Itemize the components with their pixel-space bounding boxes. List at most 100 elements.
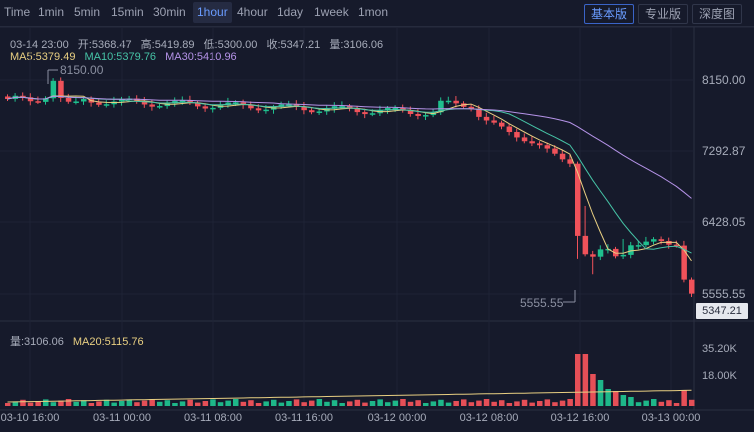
basic-mode-button[interactable]: 基本版 (584, 4, 635, 24)
volume-bar (240, 401, 247, 406)
volume-bar (271, 399, 277, 406)
price-axis-label: 6428.05 (702, 215, 746, 229)
volume-bar (369, 401, 376, 406)
volume-bar (506, 403, 513, 406)
ma30-legend: MA30:5410.96 (165, 51, 237, 63)
candle (172, 97, 178, 107)
candle (331, 102, 338, 113)
candle (514, 128, 520, 142)
ma30-line (7, 95, 692, 199)
volume-bar (81, 400, 87, 406)
candle (658, 236, 665, 245)
volume-bar (605, 389, 611, 406)
candle-info: 03-14 23:00 开:5368.47 高:5419.89 低:5300.0… (10, 36, 389, 52)
candle (5, 94, 11, 102)
volume-bar (65, 399, 72, 406)
candle (628, 241, 634, 259)
candle (521, 133, 528, 144)
candle (141, 96, 148, 108)
volume-bar (582, 354, 589, 406)
pro-mode-button[interactable]: 专业版 (638, 4, 689, 24)
candle-close: 收:5347.21 (266, 39, 321, 51)
interval-1hour[interactable]: 1hour (193, 2, 232, 23)
interval-1min[interactable]: 1min (38, 5, 65, 19)
interval-1week[interactable]: 1week (314, 5, 349, 19)
candle-open: 开:5368.47 (77, 39, 132, 51)
candle (43, 96, 49, 105)
volume-bar (149, 399, 155, 406)
volume-bar (293, 399, 300, 406)
volume-bar (331, 400, 338, 406)
interval-30min[interactable]: 30min (153, 5, 186, 19)
candle (567, 154, 573, 168)
candle (582, 205, 589, 257)
candle (681, 240, 687, 283)
volume-bar (35, 401, 41, 406)
interval-time[interactable]: Time (4, 5, 31, 19)
candle-date: 03-14 23:00 (10, 39, 69, 51)
candle (400, 104, 406, 113)
volume-bar (111, 402, 117, 406)
depth-chart-button[interactable]: 深度图 (692, 4, 743, 24)
interval-5min[interactable]: 5min (74, 5, 101, 19)
volume-bar (635, 402, 642, 406)
candle (506, 123, 513, 136)
volume-bar (263, 401, 269, 406)
volume-bar (643, 400, 649, 406)
volume-bar (499, 400, 505, 406)
ma10-legend: MA10:5379.76 (84, 51, 157, 63)
volume-bar (438, 399, 444, 406)
volume-bar (590, 374, 596, 406)
candle (499, 120, 505, 130)
candle (58, 77, 64, 102)
volume-bar (392, 400, 399, 406)
price-axis-label: 5555.55 (702, 287, 746, 301)
volume-bar (377, 399, 383, 406)
volume-bar (597, 380, 604, 406)
volume-bar (278, 402, 285, 406)
volume-bar (316, 399, 323, 406)
volume-bar (529, 402, 535, 406)
toolbar: Time 1min 5min 15min 30min 1hour 4hour 1… (0, 0, 754, 27)
price-axis-label: 8150.00 (702, 73, 746, 87)
volume-bar (567, 399, 573, 406)
volume-bar (354, 399, 361, 406)
volume-bar (27, 402, 34, 406)
time-axis-label: 03-11 16:00 (275, 412, 333, 424)
volume-bar (514, 401, 520, 406)
volume-bar (658, 401, 665, 406)
volume-bar (286, 401, 292, 406)
volume-bar (119, 401, 125, 406)
candle (597, 245, 604, 261)
current-price-tag: 5347.21 (696, 303, 748, 319)
volume-bar (461, 399, 467, 406)
volume-bar (400, 399, 406, 406)
volume-bar (164, 400, 171, 406)
volume-bar (537, 401, 543, 406)
volume-bar (689, 399, 695, 406)
volume-bar (491, 401, 497, 406)
volume-bar (58, 400, 64, 406)
candle (316, 108, 323, 115)
volume-bar (407, 401, 414, 406)
interval-15min[interactable]: 15min (111, 5, 144, 19)
candle (65, 93, 72, 104)
volume-bar (103, 399, 110, 406)
volume-bar (309, 400, 315, 406)
volume-bar (521, 399, 528, 406)
candle (635, 241, 642, 250)
interval-1day[interactable]: 1day (277, 5, 304, 19)
candle-high: 高:5419.89 (140, 39, 195, 51)
volume-bar (628, 397, 634, 406)
volume-bar (202, 401, 209, 406)
volume-bar (453, 401, 459, 406)
interval-1mon[interactable]: 1mon (358, 5, 389, 19)
candle (81, 97, 87, 105)
candle (590, 250, 596, 275)
volume-axis-label: 35.20K (702, 343, 737, 355)
volume-bar (423, 403, 429, 406)
candle (689, 277, 695, 298)
interval-4hour[interactable]: 4hour (237, 5, 268, 19)
time-axis-label: 03-12 16:00 (550, 412, 610, 424)
